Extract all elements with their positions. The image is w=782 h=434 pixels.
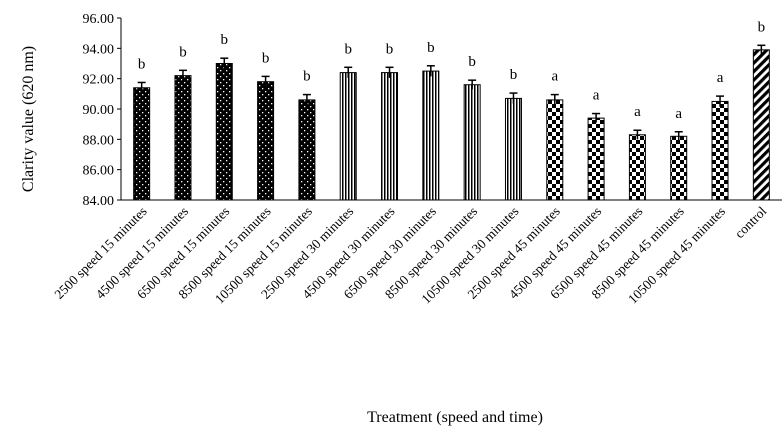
bar — [339, 72, 357, 201]
significance-labels: b b b b b b b b b b a a a a a b — [138, 19, 765, 121]
bar — [546, 99, 564, 201]
error-bar — [633, 129, 642, 140]
x-axis-title: Treatment (speed and time) — [367, 409, 543, 426]
bar — [174, 75, 192, 201]
significance-letter: b — [221, 32, 229, 48]
error-bar — [385, 66, 394, 78]
error-bar — [261, 75, 270, 88]
significance-letter: a — [634, 104, 641, 120]
significance-letter: a — [551, 69, 558, 85]
significance-letter: a — [717, 70, 724, 86]
bar — [587, 117, 605, 201]
error-bar — [592, 112, 601, 123]
bars — [133, 49, 770, 201]
significance-letter: b — [468, 54, 476, 70]
error-bar — [178, 69, 187, 81]
error-bar — [509, 92, 518, 104]
error-bar — [550, 93, 559, 106]
y-tick-label: 94.00 — [83, 42, 115, 57]
significance-letter: b — [262, 50, 270, 66]
error-bars — [137, 44, 766, 141]
significance-letter: b — [138, 56, 146, 72]
bar — [422, 70, 440, 201]
significance-letter: b — [510, 67, 518, 83]
y-axis: 84.00 86.00 88.00 90.00 92.00 94.00 96.00 — [83, 12, 122, 209]
significance-letter: b — [303, 69, 311, 85]
error-bar — [344, 66, 353, 78]
y-tick-label: 86.00 — [83, 164, 115, 179]
y-tick-label: 96.00 — [83, 12, 115, 27]
y-axis-title: Clarity value (620 nm) — [20, 46, 37, 192]
significance-letter: b — [758, 19, 766, 35]
bar — [133, 87, 151, 201]
bar — [504, 97, 522, 201]
y-tick-label: 88.00 — [83, 133, 115, 148]
error-bar — [220, 57, 229, 69]
error-bar — [716, 95, 725, 107]
y-tick-label: 84.00 — [83, 194, 115, 209]
error-bar — [468, 79, 477, 90]
bar — [628, 134, 646, 201]
significance-letter: b — [344, 41, 352, 57]
error-bar — [674, 131, 683, 141]
bar — [257, 81, 275, 201]
bar — [215, 63, 233, 201]
significance-letter: b — [179, 44, 187, 60]
error-bar — [757, 44, 766, 55]
error-bar — [426, 65, 435, 77]
significance-letter: b — [427, 40, 435, 56]
significance-letter: a — [675, 106, 682, 122]
bar — [298, 99, 316, 201]
error-bar — [302, 93, 311, 106]
category-label: control — [732, 203, 770, 241]
significance-letter: a — [593, 88, 600, 104]
bar — [711, 100, 729, 201]
bar — [463, 84, 481, 201]
significance-letter: b — [386, 41, 394, 57]
error-bar — [137, 81, 146, 94]
y-tick-label: 90.00 — [83, 103, 115, 118]
y-tick-label: 92.00 — [83, 73, 115, 88]
bar — [670, 135, 688, 201]
bar — [752, 49, 770, 201]
bar — [381, 72, 399, 201]
